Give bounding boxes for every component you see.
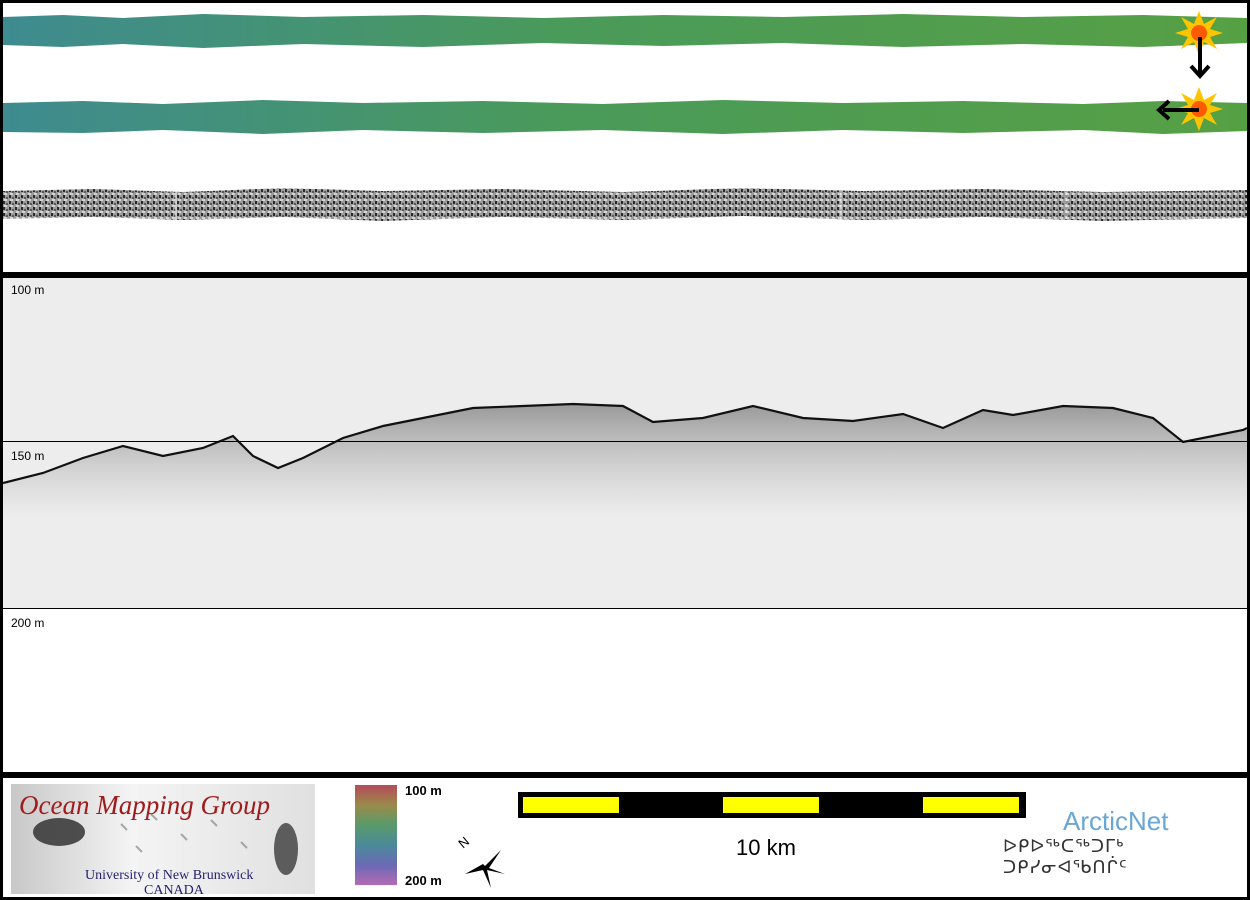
logo-title: Ocean Mapping Group (19, 790, 270, 820)
backscatter-strip (3, 188, 1247, 221)
colorbar-bottom-label: 200 m (405, 873, 442, 888)
scale-label: 10 km (736, 835, 796, 860)
logo-country: CANADA (144, 883, 204, 897)
scale-segment (923, 797, 1019, 813)
arcticnet-syllabics: ᐅᑭᐅᖅᑕᖅᑐᒥᒃ ᑐᑭᓯᓂᐊᖃᑎᒌᑦ (1003, 836, 1128, 877)
left-arrow-icon (1156, 99, 1199, 121)
depth-label-150: 150 m (11, 449, 45, 463)
scale-segment (523, 797, 619, 813)
depth-colorbar (355, 785, 397, 885)
depth-label-100: 100 m (11, 283, 45, 297)
logo-graphic (33, 813, 298, 875)
sun-icon (1175, 11, 1223, 55)
svg-text:N: N (455, 834, 472, 852)
bathymetry-strip-2 (3, 100, 1247, 134)
seafloor-shadow (3, 404, 1247, 518)
swath-strips-svg (3, 11, 1247, 221)
legend-footer: Ocean Mapping Group University of New Br… (3, 778, 1247, 897)
seafloor-line (3, 402, 1247, 485)
arcticnet-logo: ArcticNet (1063, 806, 1169, 836)
profile-panel: 100 m 150 m 200 m (3, 278, 1247, 772)
depth-gridline-150 (3, 441, 1247, 442)
depth-gridline-200 (3, 608, 1247, 609)
bathymetry-strip-1 (3, 14, 1247, 48)
logo-university: University of New Brunswick (85, 868, 254, 883)
colorbar-top-label: 100 m (405, 783, 442, 798)
ocean-mapping-group-logo: Ocean Mapping Group University of New Br… (11, 784, 315, 897)
scale-bar (518, 792, 1026, 818)
scale-segment (723, 797, 819, 813)
echogram-svg (3, 402, 1247, 518)
north-arrow-icon: N (455, 834, 505, 888)
depth-label-200: 200 m (11, 616, 45, 630)
swath-strips-panel (3, 3, 1247, 272)
down-arrow-icon (1189, 37, 1211, 79)
